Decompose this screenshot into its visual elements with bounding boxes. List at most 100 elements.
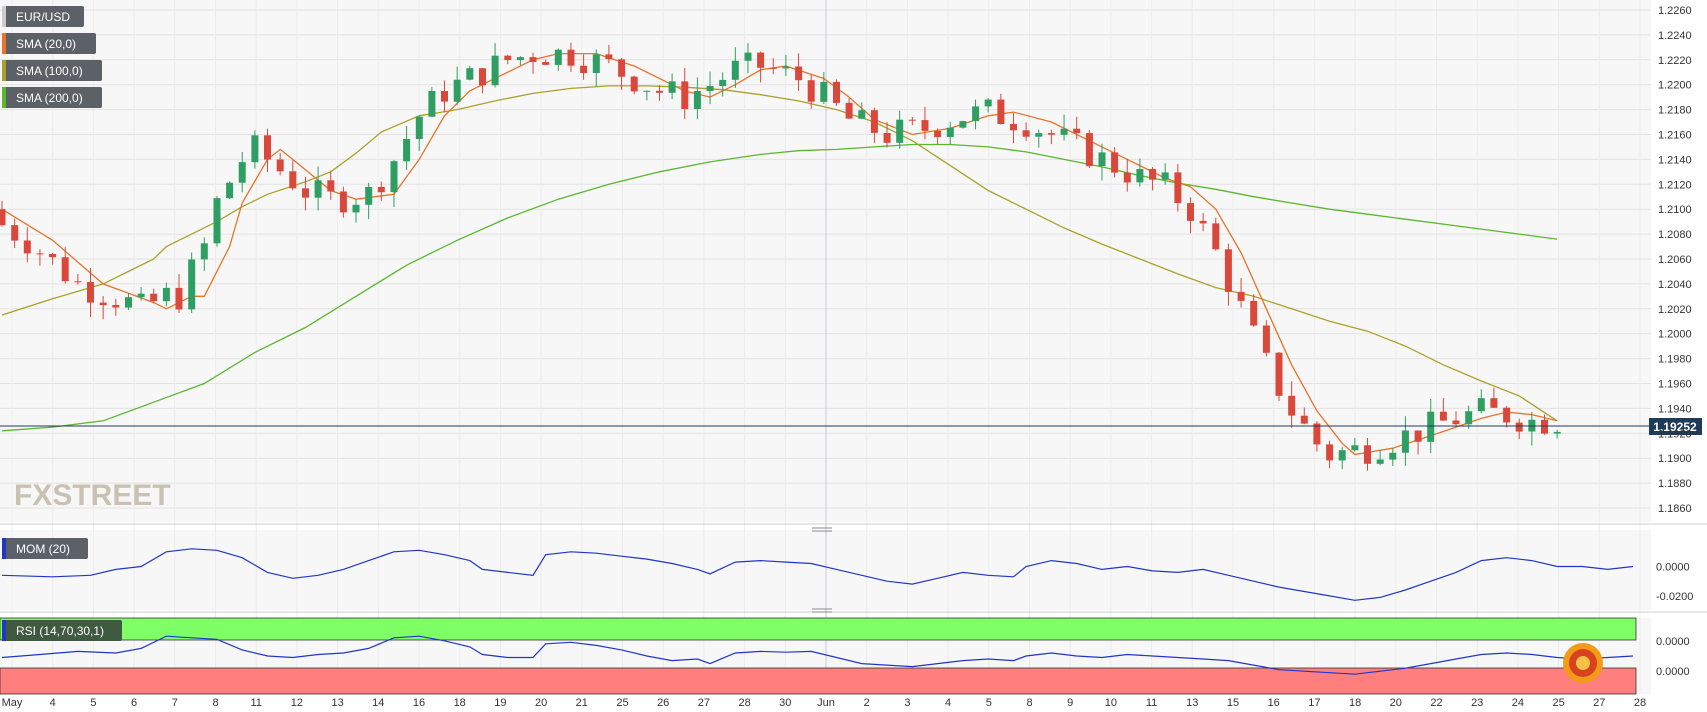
x-tick-label: 9: [1067, 697, 1073, 709]
x-tick-label: 16: [1268, 697, 1280, 709]
rsi-line: [1, 635, 1634, 675]
candle-body: [415, 116, 423, 139]
candle-body: [706, 86, 714, 91]
x-tick-label: 21: [576, 697, 588, 709]
x-tick-label: 5: [986, 697, 992, 709]
price-tick-label: 1.1960: [1658, 379, 1692, 391]
x-tick-label: May: [2, 697, 23, 709]
legend-sma-200[interactable]: SMA (200,0): [2, 87, 102, 108]
candle-body: [1515, 422, 1523, 432]
candle-body: [845, 102, 853, 119]
candle-body: [200, 243, 208, 260]
candle-body: [656, 90, 663, 93]
x-tick-label: 14: [372, 697, 384, 709]
candle-body: [592, 54, 600, 73]
candle-body: [921, 120, 929, 131]
legend-rsi[interactable]: RSI (14,70,30,1): [2, 620, 122, 641]
candle-body: [858, 110, 866, 119]
x-tick-label: 27: [698, 697, 710, 709]
candle-body: [213, 198, 221, 244]
legend-symbol[interactable]: EUR/USD: [2, 6, 84, 27]
candle-body: [883, 133, 891, 143]
candle-body: [1452, 420, 1460, 425]
candle-body: [1477, 398, 1485, 412]
candle-body: [1401, 430, 1409, 453]
watermark: FXSTREET: [14, 479, 171, 512]
candle-body: [946, 127, 954, 137]
svg-text:SMA (200,0): SMA (200,0): [16, 91, 83, 105]
candle-body: [782, 66, 790, 69]
candle-body: [1338, 450, 1346, 461]
candle-body: [870, 110, 878, 133]
candle-body: [289, 171, 297, 189]
candle-body: [11, 225, 19, 241]
candle-body: [162, 287, 170, 302]
candle-body: [453, 79, 461, 102]
candle-body: [719, 79, 727, 86]
x-tick-label: 24: [1512, 697, 1524, 709]
price-tick-label: 1.2080: [1658, 229, 1692, 241]
candle-body: [264, 135, 271, 160]
rsi-tick-label: 0.0000: [1656, 666, 1690, 678]
candle-body: [1035, 133, 1043, 137]
candle-body: [1085, 133, 1093, 167]
candle-body: [1098, 152, 1106, 166]
candle-body: [428, 91, 436, 117]
candle-body: [99, 302, 107, 306]
candle-body: [1503, 407, 1511, 423]
legend-sma-100[interactable]: SMA (100,0): [2, 60, 102, 81]
x-tick-label: 20: [1390, 697, 1402, 709]
candle-body: [314, 180, 322, 198]
candles: [0, 42, 1561, 471]
x-tick-label: 25: [1552, 697, 1564, 709]
x-tick-label: 18: [454, 697, 466, 709]
x-tick-label: 20: [535, 697, 547, 709]
x-tick-label: 16: [413, 697, 425, 709]
x-tick-label: 8: [1026, 697, 1032, 709]
grid: [0, 0, 1651, 694]
candle-body: [833, 81, 840, 103]
candle-body: [365, 186, 373, 205]
candle-body: [693, 91, 701, 109]
candle-body: [807, 80, 815, 102]
candle-body: [251, 135, 259, 163]
legend-momentum[interactable]: MOM (20): [2, 538, 88, 559]
candle-body: [769, 67, 777, 69]
price-tick-label: 1.2180: [1658, 105, 1692, 117]
candle-body: [896, 119, 904, 143]
x-tick-label: 22: [1430, 697, 1442, 709]
candle-body: [1364, 445, 1371, 464]
x-tick-label: 18: [1349, 697, 1361, 709]
x-tick-label: 26: [657, 697, 669, 709]
price-tick-label: 1.2120: [1658, 179, 1692, 191]
x-tick-label: 23: [1471, 697, 1483, 709]
price-tick-label: 1.2240: [1658, 30, 1692, 42]
candle-body: [972, 106, 980, 122]
x-tick-label: 5: [90, 697, 96, 709]
momentum-axis: 0.0000 -0.0200: [1656, 561, 1693, 602]
x-tick-label: 12: [291, 697, 303, 709]
legend-sma-20[interactable]: SMA (20,0): [2, 33, 96, 54]
candle-body: [567, 49, 575, 66]
candle-body: [731, 60, 739, 80]
price-tick-label: 1.2020: [1658, 304, 1692, 316]
candle-body: [1060, 128, 1068, 135]
candle-body: [377, 186, 385, 193]
x-tick-label: 8: [212, 697, 218, 709]
candle-body: [1300, 415, 1308, 424]
resize-handle-rsi[interactable]: [812, 608, 832, 613]
x-tick-label: 27: [1593, 697, 1605, 709]
price-tick-label: 1.2160: [1658, 130, 1692, 142]
candle-body: [1541, 419, 1548, 434]
candle-body: [1047, 133, 1055, 135]
price-tick-label: 1.2260: [1658, 5, 1692, 17]
candle-body: [908, 119, 916, 121]
candle-body: [339, 191, 347, 213]
x-tick-label: 2: [864, 697, 870, 709]
candle-body: [1022, 130, 1030, 137]
resize-handle-momentum[interactable]: [812, 527, 832, 532]
candle-body: [0, 209, 6, 226]
candle-body: [1351, 445, 1359, 451]
candle-body: [112, 305, 120, 308]
price-tick-label: 1.2140: [1658, 154, 1692, 166]
